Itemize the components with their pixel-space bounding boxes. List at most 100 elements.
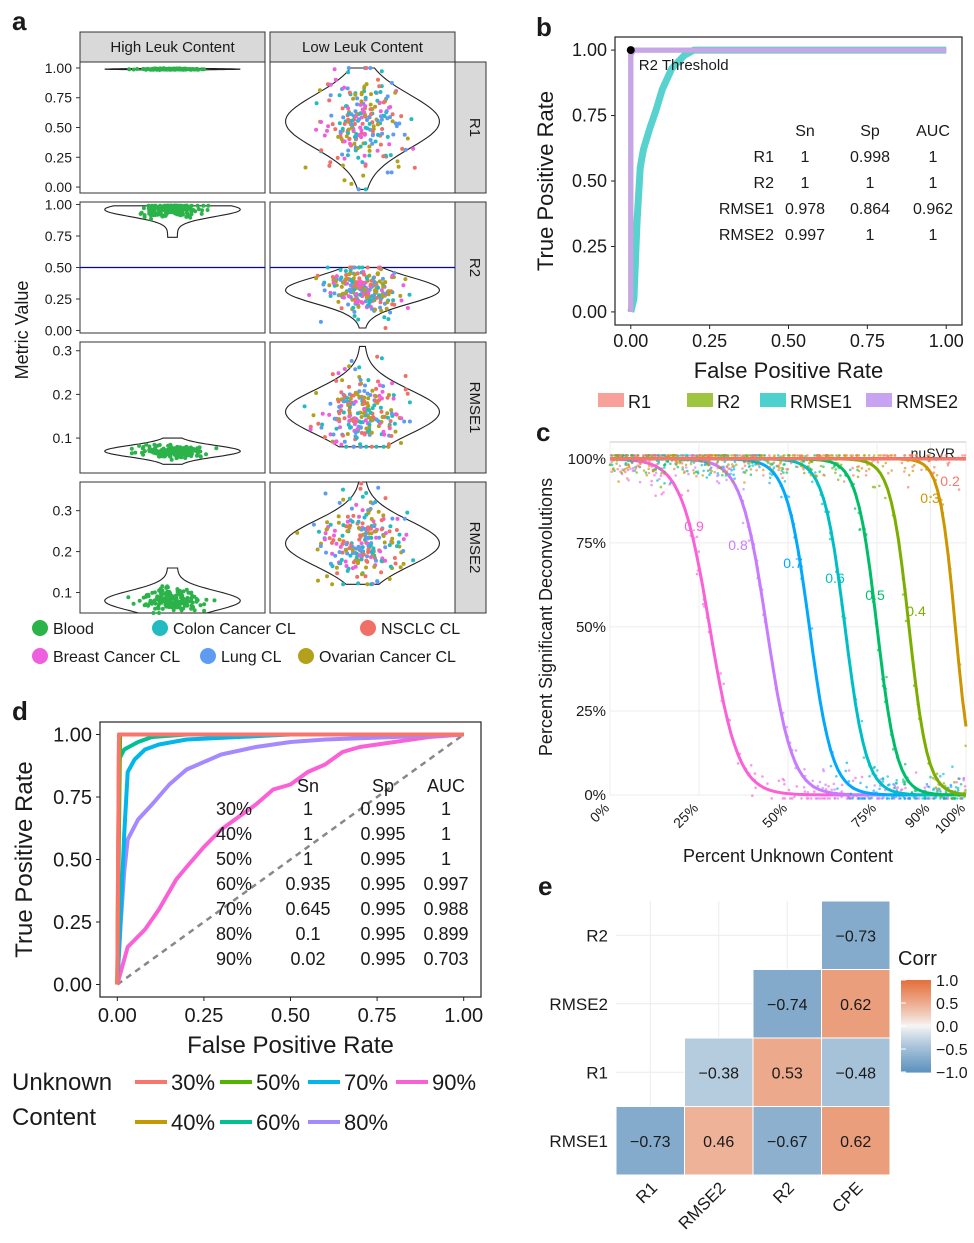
data-point (196, 207, 201, 212)
deconv-point (799, 464, 803, 468)
data-point (399, 441, 403, 445)
deconv-point (751, 464, 754, 467)
data-point (164, 211, 169, 216)
data-point (332, 291, 337, 296)
data-point (411, 558, 416, 563)
y-tick-label-b: 0.75 (572, 106, 607, 126)
legend-label-d: 80% (344, 1110, 388, 1135)
data-point (391, 393, 396, 398)
data-point (360, 160, 365, 165)
table-cell-d: 1 (441, 824, 451, 844)
data-point (171, 608, 176, 613)
data-point (366, 404, 371, 408)
data-point (341, 497, 346, 502)
data-point (366, 378, 371, 383)
data-point (403, 147, 408, 152)
table-row-label-d: 30% (216, 799, 252, 819)
data-point (189, 449, 194, 454)
deconv-point (654, 471, 658, 475)
data-point (157, 588, 162, 593)
data-point (409, 117, 414, 122)
deconv-point (727, 467, 730, 471)
data-point (363, 163, 368, 168)
data-point (407, 400, 412, 405)
colorbar-step (901, 1014, 931, 1017)
data-point (359, 99, 364, 104)
colorbar-step (901, 1002, 931, 1005)
threshold-point (626, 46, 635, 55)
deconv-point (942, 782, 946, 785)
data-point (336, 514, 341, 519)
data-point (159, 592, 164, 597)
data-point (342, 139, 347, 144)
data-point (347, 496, 352, 501)
deconv-point (914, 454, 918, 457)
data-point (367, 422, 372, 427)
data-point (354, 132, 359, 136)
data-point (147, 444, 152, 449)
legend-title-d: Content (12, 1104, 96, 1131)
data-point (362, 407, 367, 411)
legend-label-d: 70% (344, 1070, 388, 1095)
deconv-point (610, 460, 613, 464)
data-point (369, 555, 373, 560)
deconv-point (768, 465, 772, 469)
deconv-point (638, 480, 642, 484)
table-row-label-b: R2 (754, 175, 775, 192)
facet-strip-row (454, 61, 487, 194)
deconv-point (794, 749, 798, 752)
data-point (350, 548, 355, 553)
deconv-point (964, 744, 967, 748)
plot-frame-b (614, 36, 963, 326)
curve-label-c: 0.2 (940, 473, 960, 489)
colorbar-step (901, 1034, 931, 1037)
data-point (339, 390, 344, 395)
data-point (359, 381, 364, 386)
data-point (378, 90, 383, 94)
y-tick-label-b: 0.00 (572, 302, 607, 322)
heatmap-row-label: R1 (586, 1063, 608, 1082)
data-point (318, 319, 323, 324)
y-tick-label-a: 0.1 (53, 430, 73, 446)
data-point (390, 119, 395, 124)
data-point (377, 535, 382, 540)
deconv-point (956, 789, 960, 792)
data-point (350, 122, 354, 127)
colorbar-step (901, 984, 931, 987)
data-point (169, 457, 174, 462)
table-header-b: AUC (916, 123, 950, 140)
data-point (379, 69, 384, 74)
data-point (387, 424, 392, 429)
deconv-point (855, 454, 859, 457)
deconv-point (785, 471, 789, 474)
data-point (355, 574, 360, 579)
data-point (327, 163, 332, 168)
deconv-point (946, 462, 949, 465)
deconv-point (903, 797, 907, 800)
data-point (336, 299, 341, 304)
data-point (372, 288, 377, 293)
deconv-point (701, 602, 705, 606)
colorbar-step (901, 988, 931, 991)
deconv-point (709, 468, 712, 471)
deconv-point (796, 465, 799, 469)
violin-outline (284, 481, 441, 585)
data-point (377, 293, 382, 298)
data-point (140, 446, 145, 451)
deconv-point (713, 454, 717, 457)
data-point (402, 132, 407, 137)
deconv-point (793, 795, 796, 799)
data-point (329, 113, 334, 118)
data-point (385, 116, 390, 121)
deconv-point (903, 470, 906, 473)
deconv-point (884, 461, 888, 465)
data-point (163, 205, 168, 210)
deconv-point (862, 756, 866, 759)
data-point (185, 211, 190, 216)
deconv-point (747, 539, 751, 542)
data-point (362, 515, 367, 520)
y-tick-label-a: 0.3 (53, 343, 73, 359)
deconv-point (957, 488, 961, 491)
data-point (355, 146, 360, 151)
data-point (359, 541, 364, 546)
